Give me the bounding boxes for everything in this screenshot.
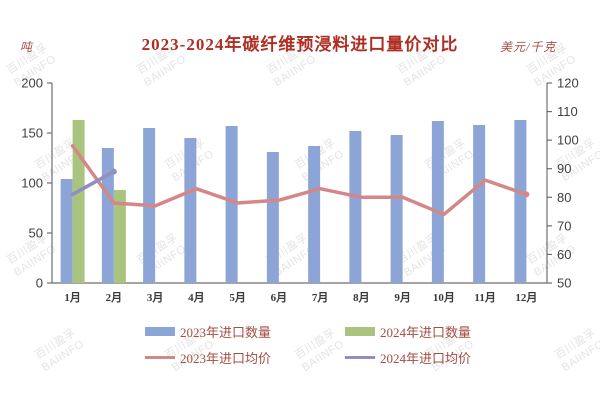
legend-label: 2023年进口均价 xyxy=(180,350,272,366)
svg-text:90: 90 xyxy=(557,161,571,176)
legend-label: 2024年进口均价 xyxy=(380,350,472,366)
legend-item-2023-price: 2023年进口均价 xyxy=(145,348,345,366)
svg-text:6月: 6月 xyxy=(271,291,288,304)
svg-text:12月: 12月 xyxy=(515,291,537,304)
legend-swatch-line-2024 xyxy=(345,355,375,359)
legend-swatch-line-2023 xyxy=(145,355,175,359)
svg-text:80: 80 xyxy=(557,190,571,205)
legend-label: 2024年进口数量 xyxy=(380,324,472,340)
svg-text:70: 70 xyxy=(557,218,571,233)
legend-swatch-bar-2023 xyxy=(145,326,175,336)
svg-text:200: 200 xyxy=(21,76,43,91)
svg-text:3月: 3月 xyxy=(147,291,164,304)
svg-text:60: 60 xyxy=(557,247,571,262)
legend-item-2023-qty: 2023年进口数量 xyxy=(145,322,345,340)
chart-legend: 2023年进口数量 2024年进口数量 2023年进口均价 2024年进口均价 xyxy=(145,322,505,366)
left-axis-unit: 吨 xyxy=(20,40,33,54)
svg-text:9月: 9月 xyxy=(394,291,411,304)
svg-text:50: 50 xyxy=(557,276,571,291)
svg-text:1月: 1月 xyxy=(64,291,81,304)
svg-text:7月: 7月 xyxy=(312,291,329,304)
legend-swatch-bar-2024 xyxy=(345,326,375,336)
svg-text:10月: 10月 xyxy=(433,291,455,304)
svg-text:8月: 8月 xyxy=(353,291,370,304)
svg-text:2月: 2月 xyxy=(106,291,123,304)
svg-text:11月: 11月 xyxy=(474,291,495,304)
svg-text:100: 100 xyxy=(557,133,579,148)
svg-text:110: 110 xyxy=(557,104,578,119)
chart-title: 2023-2024年碳纤维预浸料进口量价对比 xyxy=(141,35,459,54)
svg-text:120: 120 xyxy=(557,76,579,91)
svg-text:4月: 4月 xyxy=(188,291,205,304)
legend-item-2024-price: 2024年进口均价 xyxy=(345,348,505,366)
svg-text:150: 150 xyxy=(21,126,43,141)
legend-label: 2023年进口数量 xyxy=(180,324,272,340)
svg-text:0: 0 xyxy=(36,276,43,291)
right-axis-unit: 美元/千克 xyxy=(500,40,557,54)
svg-text:100: 100 xyxy=(21,176,43,191)
svg-text:5月: 5月 xyxy=(229,291,246,304)
legend-item-2024-qty: 2024年进口数量 xyxy=(345,322,505,340)
svg-text:50: 50 xyxy=(29,226,43,241)
